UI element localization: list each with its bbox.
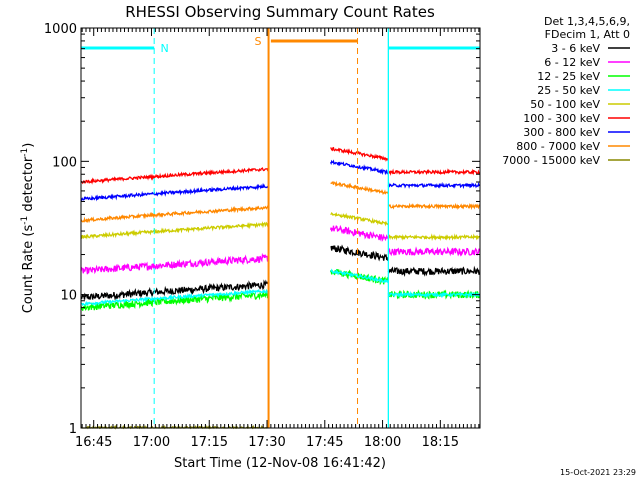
legend-header-line-2: FDecim 1, Att 0 [545, 28, 630, 41]
series-line-1 [80, 224, 481, 275]
y-tick-label-0: 1 [69, 422, 77, 437]
y-axis-label: Count Rate (s-1 detector-1) [20, 143, 36, 314]
legend-label-5: 100 - 300 keV [523, 112, 600, 125]
chart-title: RHESSI Observing Summary Count Rates [125, 3, 435, 21]
legend-label-4: 50 - 100 keV [530, 98, 600, 111]
x-tick-label-0: 16:45 [75, 435, 112, 450]
legend-label-1: 6 - 12 keV [544, 56, 600, 69]
legend-label-8: 7000 - 15000 keV [502, 154, 600, 167]
x-axis-label: Start Time (12-Nov-08 16:41:42) [174, 456, 386, 471]
x-tick-label-5: 18:00 [364, 435, 401, 450]
timestamp: 15-Oct-2021 23:29 [560, 468, 636, 477]
series-line-0 [80, 244, 481, 301]
legend-label-2: 12 - 25 keV [537, 70, 600, 83]
y-tick-label-3: 1000 [44, 22, 77, 37]
plot-area: N S 1 10 100 1000 16:45 17:00 17:15 17:30 17:45 18:… [44, 22, 481, 450]
x-tick-label-3: 17:30 [248, 435, 285, 450]
plot-frame [80, 27, 481, 429]
legend-label-0: 3 - 6 keV [551, 42, 600, 55]
x-tick-label-2: 17:15 [191, 435, 228, 450]
legend-label-3: 25 - 50 keV [537, 84, 600, 97]
series-line-4 [80, 212, 481, 242]
flag-n-label: N [160, 42, 168, 55]
series-line-7 [80, 180, 480, 224]
y-tick-label-2: 100 [52, 155, 77, 170]
legend-label-6: 300 - 800 keV [523, 126, 600, 139]
series-line-6 [80, 159, 480, 202]
x-tick-label-6: 18:15 [422, 435, 459, 450]
legend-label-7: 800 - 7000 keV [516, 140, 600, 153]
x-tick-label-1: 17:00 [133, 435, 170, 450]
y-tick-label-1: 10 [60, 289, 77, 304]
series-line-5 [80, 146, 480, 185]
flag-s-label: S [255, 35, 262, 48]
x-tick-label-4: 17:45 [306, 435, 343, 450]
legend-header-line-1: Det 1,3,4,5,6,9, [544, 15, 630, 28]
series-line-3 [80, 268, 481, 307]
